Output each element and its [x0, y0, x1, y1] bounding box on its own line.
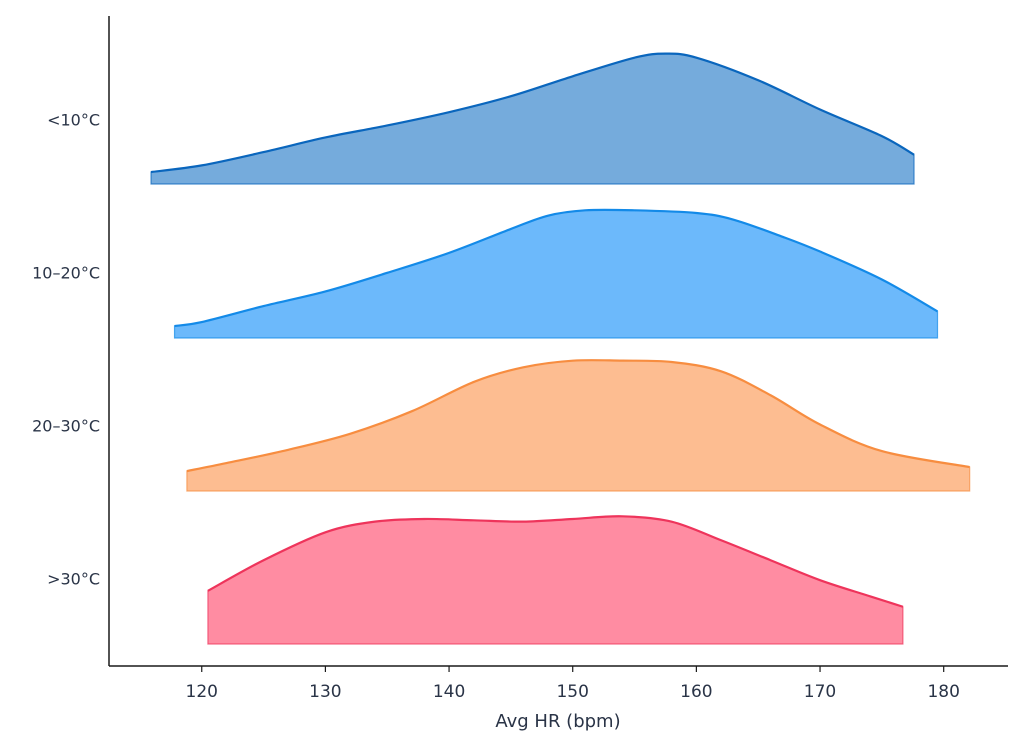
ridge-line-3 [207, 515, 904, 608]
category-labels: <10°C 10–20°C 20–30°C >30°C [32, 111, 100, 589]
ridge-area-1 [173, 209, 939, 339]
x-axis-title: Avg HR (bpm) [495, 711, 620, 732]
ridge-area-2 [186, 359, 971, 492]
ridge-area-3 [207, 515, 904, 645]
x-tick-label-6: 180 [927, 682, 959, 702]
x-tick-label-2: 140 [433, 682, 465, 702]
category-label-2: 20–30°C [32, 417, 100, 436]
x-tick-label-3: 150 [556, 682, 588, 702]
category-label-1: 10–20°C [32, 264, 100, 283]
x-tick-label-0: 120 [186, 682, 218, 702]
x-axis-ticks: 120 130 140 150 160 170 180 [186, 666, 960, 702]
category-label-0: <10°C [47, 111, 100, 130]
ridge-area-0 [150, 53, 915, 185]
ridges-layer [150, 52, 971, 645]
ridge-line-2 [186, 359, 970, 473]
category-label-3: >30°C [47, 570, 100, 589]
ridge-line-0 [150, 52, 915, 174]
ridge-line-1 [174, 208, 939, 328]
x-tick-label-5: 170 [804, 682, 836, 702]
x-tick-label-4: 160 [680, 682, 712, 702]
x-tick-label-1: 130 [309, 682, 341, 702]
